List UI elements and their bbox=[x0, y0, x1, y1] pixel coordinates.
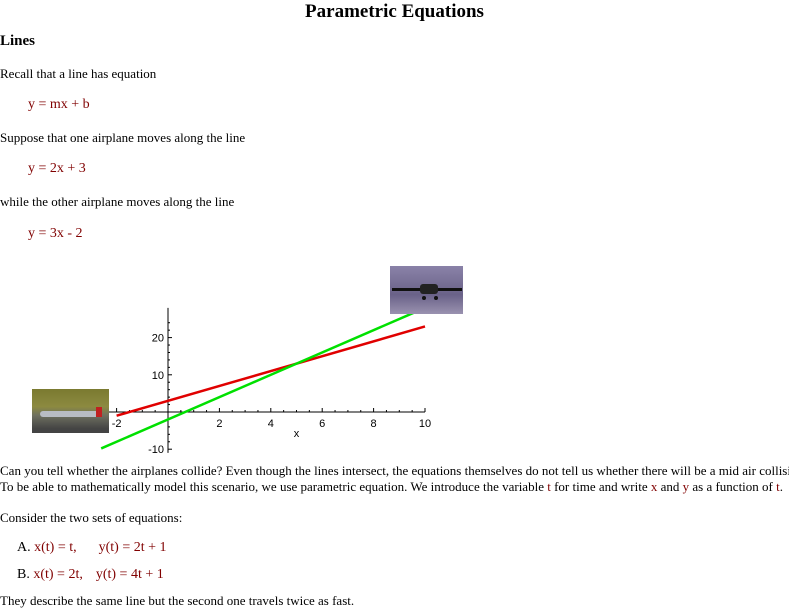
option-label: A. bbox=[17, 540, 35, 555]
y-tick-label: 10 bbox=[152, 370, 164, 382]
text: for time and write bbox=[550, 479, 651, 494]
text: To be able to mathematically model this … bbox=[0, 479, 548, 494]
equation: y = mx + b bbox=[28, 97, 90, 112]
equation-set-b: B. x(t) = 2t, y(t) = 4t + 1 bbox=[17, 567, 164, 583]
equation: y = 3x - 2 bbox=[28, 226, 83, 241]
option-label: B. bbox=[17, 567, 34, 582]
equation: y = 2x + 3 bbox=[28, 161, 86, 176]
equation-set-a: A. x(t) = t, y(t) = 2t + 1 bbox=[17, 540, 167, 556]
x-axis-label: x bbox=[294, 428, 300, 440]
x-equation: x(t) = t, bbox=[34, 540, 77, 555]
x-tick-label: 6 bbox=[319, 418, 325, 430]
variable-x: x bbox=[650, 479, 658, 494]
y-equation: y(t) = 4t + 1 bbox=[95, 567, 164, 582]
paragraph: To be able to mathematically model this … bbox=[0, 479, 783, 495]
airplane-image-left bbox=[32, 389, 109, 433]
x-tick-label: 8 bbox=[371, 418, 377, 430]
x-tick-label: 10 bbox=[419, 418, 431, 430]
airplane-image-right bbox=[390, 266, 463, 314]
x-equation: x(t) = 2t, bbox=[33, 567, 83, 582]
variable-t: t bbox=[776, 479, 780, 494]
y-tick-label: -10 bbox=[148, 444, 164, 456]
x-tick-label: 4 bbox=[268, 418, 274, 430]
y-tick-label: 20 bbox=[152, 333, 164, 345]
paragraph: They describe the same line but the seco… bbox=[0, 593, 355, 608]
variable-t: t bbox=[547, 479, 551, 494]
series-line-1 bbox=[116, 325, 426, 417]
x-tick-label: -2 bbox=[112, 418, 122, 430]
paragraph: Can you tell whether the airplanes colli… bbox=[0, 463, 789, 478]
line-chart: -2 2 4 6 8 10 20 10 -10 x bbox=[100, 307, 431, 456]
paragraph: while the other airplane moves along the… bbox=[0, 194, 235, 209]
y-equation: y(t) = 2t + 1 bbox=[98, 540, 167, 555]
paragraph: Suppose that one airplane moves along th… bbox=[0, 130, 246, 145]
text: as a function of bbox=[689, 479, 777, 494]
x-tick-label: 2 bbox=[216, 418, 222, 430]
variable-y: y bbox=[682, 479, 690, 494]
text: . bbox=[779, 479, 784, 494]
series-line-2 bbox=[100, 311, 416, 450]
section-heading: Lines bbox=[0, 33, 36, 49]
page-title: Parametric Equations bbox=[305, 1, 484, 22]
paragraph: Consider the two sets of equations: bbox=[0, 510, 183, 525]
paragraph: Recall that a line has equation bbox=[0, 66, 157, 81]
text: and bbox=[657, 479, 683, 494]
